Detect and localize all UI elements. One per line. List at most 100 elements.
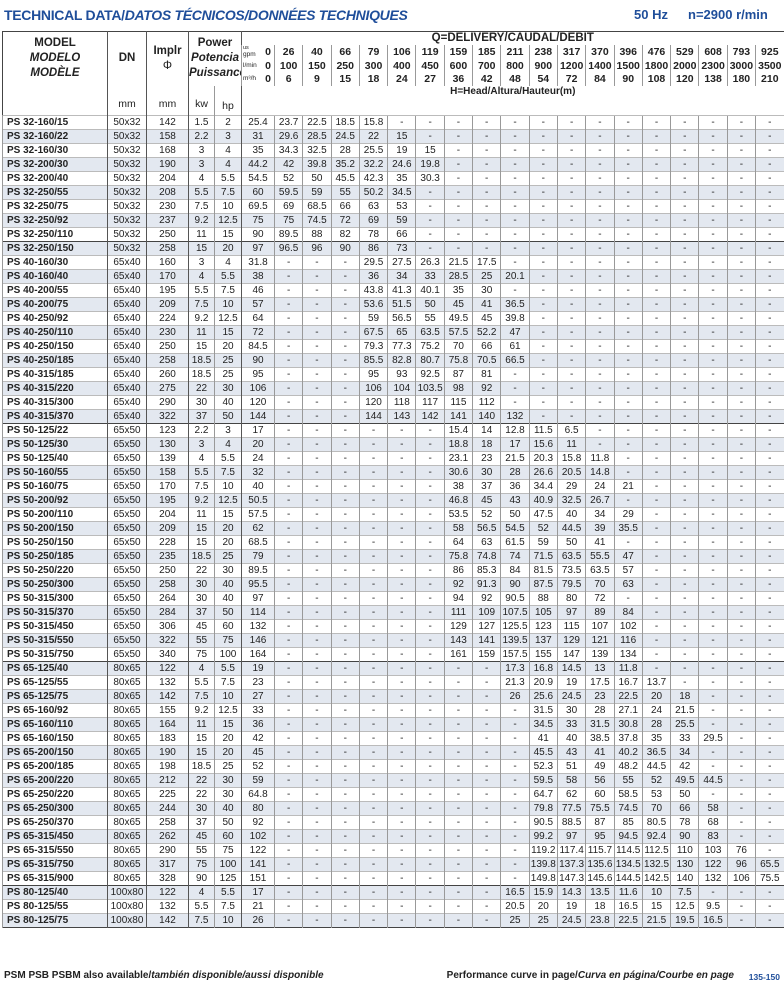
head-value-cell: 144 (358, 409, 388, 424)
flow-lmin-header: 150 (302, 59, 332, 73)
head-value-cell: - (556, 129, 586, 144)
head-value-cell: - (443, 885, 473, 900)
head-value-cell: 29.6 (273, 129, 303, 144)
dn-cell: 65x40 (107, 339, 147, 354)
head-value-cell: 68 (698, 815, 728, 830)
head-value-cell: 115.7 (585, 843, 615, 858)
head-value-cell: 19 (241, 661, 275, 676)
head-value-cell: - (273, 661, 303, 676)
head-value-cell: 40 (241, 479, 275, 494)
head-value-cell: 42 (273, 157, 303, 172)
head-value-cell: - (726, 563, 756, 578)
head-value-cell: 70 (641, 801, 671, 816)
head-value-cell: - (358, 731, 388, 746)
table-row: PS 50-315/750 65x50 340 75 100 164- - - - - -161 15… (2, 647, 784, 662)
head-value-cell: 39.8 (302, 157, 332, 172)
head-value-cell: - (472, 241, 501, 256)
head-value-cell: 62 (556, 787, 586, 802)
head-value-cell: 45.5 (330, 171, 360, 186)
head-value-cell: - (698, 451, 728, 466)
head-value-cell: - (415, 745, 445, 760)
head-value-cell: - (273, 493, 303, 508)
head-value-cell: - (755, 689, 784, 704)
head-value-cell: 161 (443, 647, 473, 662)
head-value-cell: - (358, 885, 388, 900)
table-row: PS 40-200/75 65x40 209 7.5 10 57- - -53.6 51.5 50… (2, 297, 784, 312)
delivery-title: Q=DELIVERY/CAUDAL/DÉBIT (241, 31, 784, 45)
head-value-cell: 45.5 (528, 745, 558, 760)
model-cell: PS 50-250/185 (2, 549, 108, 564)
impeller-cell: 132 (146, 899, 189, 914)
head-value-cell: - (528, 367, 558, 382)
head-value-cell: - (613, 311, 643, 326)
impeller-cell: 190 (146, 157, 189, 172)
head-value-cell: - (358, 521, 388, 536)
head-value-cell: - (698, 605, 728, 620)
impeller-unit: mm (146, 85, 189, 116)
head-value-cell: - (755, 829, 784, 844)
head-value-cell: 95 (585, 829, 615, 844)
head-value-cell: 26.7 (585, 493, 615, 508)
head-value-cell: - (556, 171, 586, 186)
head-value-cell: - (330, 801, 360, 816)
head-value-cell: - (273, 647, 303, 662)
head-value-cell: - (613, 185, 643, 200)
head-value-cell: - (528, 115, 558, 130)
head-value-cell: - (556, 269, 586, 284)
dn-cell: 65x50 (107, 605, 147, 620)
head-value-cell: - (698, 241, 728, 256)
head-value-cell: 55 (415, 311, 445, 326)
table-row: PS 65-160/150 80x65 183 15 20 42- - - - - - - - -41 40… (2, 731, 784, 746)
hp-cell: 100 (214, 647, 242, 662)
head-value-cell: - (443, 731, 473, 746)
table-row: PS 40-250/150 65x40 250 15 20 84.5- - -79.3 77.3… (2, 339, 784, 354)
head-value-cell: - (726, 283, 756, 298)
head-value-cell: - (472, 857, 501, 872)
head-value-cell: - (670, 339, 699, 354)
head-value-cell: - (387, 717, 416, 732)
head-value-cell: - (273, 325, 303, 340)
hp-cell: 40 (214, 577, 242, 592)
head-value-cell: 31.5 (528, 703, 558, 718)
head-value-cell: - (670, 451, 699, 466)
head-value-cell: 52.2 (472, 325, 501, 340)
dn-cell: 80x65 (107, 773, 147, 788)
flow-gpm-header: 119 (415, 44, 445, 60)
head-value-cell: 56.5 (387, 311, 416, 326)
head-value-cell: 14 (472, 423, 501, 438)
hp-cell: 15 (214, 717, 242, 732)
head-value-cell: 58.5 (613, 787, 643, 802)
hp-cell: 7.5 (214, 899, 242, 914)
head-value-cell: - (755, 171, 784, 186)
head-value-cell: - (613, 283, 643, 298)
head-value-cell: - (415, 759, 445, 774)
head-value-cell: - (302, 801, 332, 816)
head-value-cell: - (387, 591, 416, 606)
head-value-cell: - (415, 787, 445, 802)
head-value-cell: - (358, 801, 388, 816)
dn-cell: 100x80 (107, 899, 147, 914)
flow-lmin-header: 600 (443, 59, 473, 73)
head-value-cell: - (641, 633, 671, 648)
table-row: PS 65-315/900 80x65 328 90 125 151- - - - - - - - -14… (2, 871, 784, 886)
flow-gpm-header: 185 (472, 44, 501, 60)
table-row: PS 32-250/150 50x32 258 15 20 97 96.5 96 90 86 73-… (2, 241, 784, 256)
head-value-cell: - (670, 605, 699, 620)
head-value-cell: 89.5 (273, 227, 303, 242)
head-value-cell: 37.8 (613, 731, 643, 746)
head-value-cell: - (698, 759, 728, 774)
head-value-cell: 47 (613, 549, 643, 564)
head-value-cell: - (273, 367, 303, 382)
head-value-cell: 57 (241, 297, 275, 312)
head-value-cell: 139.5 (500, 633, 530, 648)
head-value-cell: - (670, 563, 699, 578)
kw-cell: 15 (188, 745, 215, 760)
head-value-cell: 47.5 (528, 507, 558, 522)
head-value-cell: 97 (556, 605, 586, 620)
head-value-cell: 18.5 (330, 115, 360, 130)
head-value-cell: - (726, 115, 756, 130)
head-value-cell: - (273, 787, 303, 802)
head-value-cell: 29.5 (358, 255, 388, 270)
head-value-cell: - (415, 493, 445, 508)
impeller-cell: 195 (146, 283, 189, 298)
